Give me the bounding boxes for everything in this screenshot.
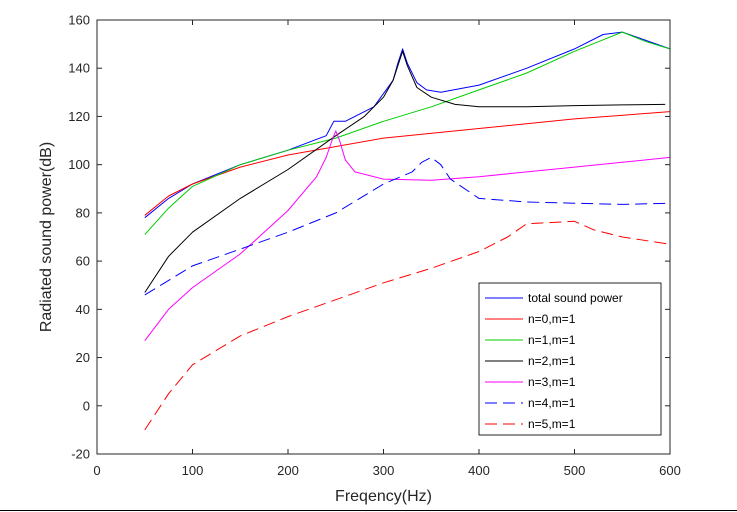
y-tick-label: 60 xyxy=(76,254,90,269)
x-tick-label: 0 xyxy=(93,463,100,478)
y-tick-label: -20 xyxy=(71,447,90,462)
y-tick-label: 80 xyxy=(76,205,90,220)
y-tick-label: 20 xyxy=(76,350,90,365)
series-layer xyxy=(144,31,671,431)
x-tick-label: 300 xyxy=(373,463,395,478)
y-tick-label: 140 xyxy=(68,61,90,76)
y-axis-label: Radiated sound power(dB) xyxy=(38,142,55,332)
legend-label-1: n=0,m=1 xyxy=(528,312,576,326)
ticks-layer: 0 100 200 300 400 500 600-20020406080100120140… xyxy=(68,13,681,479)
legend-label-6: n=5,m=1 xyxy=(528,417,576,431)
legend-label-3: n=2,m=1 xyxy=(528,354,576,368)
x-tick-label: 500 xyxy=(564,463,586,478)
series-line-3 xyxy=(144,50,666,293)
legend-label-0: total sound power xyxy=(528,291,623,305)
y-tick-label: 0 xyxy=(83,398,90,413)
series-line-4 xyxy=(144,130,671,342)
x-tick-label: 100 xyxy=(182,463,204,478)
series-line-5 xyxy=(144,156,671,296)
y-tick-label: 40 xyxy=(76,302,90,317)
x-axis-label: Freqency(Hz) xyxy=(335,488,432,505)
legend-label-4: n=3,m=1 xyxy=(528,375,576,389)
series-line-2 xyxy=(144,31,671,235)
legend-label-5: n=4,m=1 xyxy=(528,396,576,410)
x-tick-label: 200 xyxy=(277,463,299,478)
x-tick-label: 400 xyxy=(468,463,490,478)
series-line-1 xyxy=(144,111,671,216)
y-tick-label: 160 xyxy=(68,13,90,28)
legend: total sound power n=0,m=1 n=1,m=1 n=2,m=1 n=… xyxy=(478,282,662,436)
series-line-6 xyxy=(144,220,671,431)
x-tick-label: 600 xyxy=(659,463,681,478)
legend-label-2: n=1,m=1 xyxy=(528,333,576,347)
y-tick-label: 100 xyxy=(68,157,90,172)
y-tick-label: 120 xyxy=(68,109,90,124)
legend-box xyxy=(478,282,662,436)
